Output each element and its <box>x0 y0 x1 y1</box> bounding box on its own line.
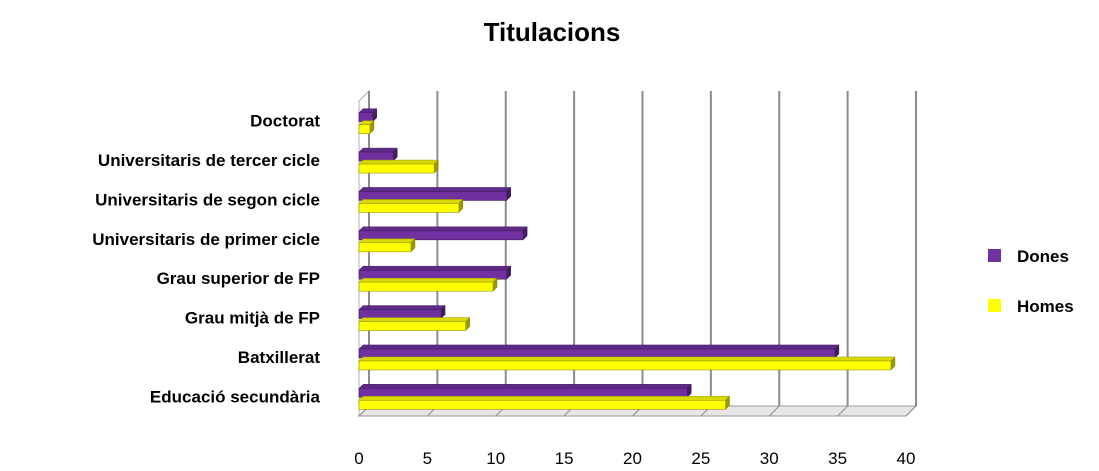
bar-front <box>358 388 688 398</box>
bar <box>358 120 375 135</box>
plot-area: 0 5 10 15 20 25 30 35 40 Doctorat Universitaris de… <box>92 89 918 468</box>
bar-top <box>358 159 439 165</box>
legend-swatch <box>988 249 1001 262</box>
bar-top <box>358 396 731 401</box>
bar-front <box>358 281 494 292</box>
bar <box>358 238 416 253</box>
bar-front <box>358 269 507 280</box>
bar <box>358 277 498 292</box>
category-label: Universitaris de primer cicle <box>92 230 320 249</box>
bar-top <box>358 265 512 271</box>
legend-label: Dones <box>1017 247 1069 266</box>
category-label: Universitaris de tercer cicle <box>98 151 320 170</box>
bar <box>358 226 528 241</box>
bar <box>358 265 512 280</box>
legend-label: Homes <box>1017 297 1074 316</box>
legend: Dones Homes <box>988 247 1074 316</box>
bar-front <box>358 112 373 122</box>
x-tick-label: 20 <box>623 449 642 468</box>
bar-top <box>358 199 464 204</box>
bar <box>358 198 464 214</box>
bar <box>358 186 512 202</box>
x-tick-label: 30 <box>760 449 779 468</box>
bar-top <box>358 305 446 310</box>
bar-front <box>358 124 371 134</box>
gridline-floor <box>768 405 780 417</box>
gridline-floor <box>905 405 917 417</box>
bar <box>358 383 692 398</box>
bar-top <box>358 384 692 389</box>
bar-top <box>358 277 498 283</box>
bar-front <box>358 242 412 253</box>
x-tick-label: 25 <box>691 449 710 468</box>
bar-top <box>358 317 471 322</box>
category-label: Grau mitjà de FP <box>185 309 320 328</box>
x-tick-label: 15 <box>555 449 574 468</box>
x-tick-label: 0 <box>354 449 363 468</box>
bar-top <box>358 238 416 244</box>
x-tick-label: 5 <box>423 449 432 468</box>
chart-title: Titulacions <box>484 17 621 47</box>
category-label: Grau superior de FP <box>157 269 320 288</box>
bar-top <box>358 187 512 192</box>
bar-top <box>358 226 528 232</box>
bar-front <box>358 360 892 371</box>
gridline-floor <box>837 405 848 417</box>
bar-front <box>358 348 836 359</box>
bar-front <box>358 309 442 319</box>
x-tick-label: 35 <box>828 449 847 468</box>
bar <box>358 147 398 162</box>
bar <box>358 304 446 320</box>
bar <box>358 395 731 410</box>
x-tick-label: 40 <box>897 449 916 468</box>
bar <box>358 159 439 174</box>
bar <box>358 344 840 359</box>
bar-front <box>358 203 460 213</box>
category-label: Universitaris de segon cicle <box>95 190 320 209</box>
category-label: Educació secundària <box>150 387 321 406</box>
bar-top <box>358 344 840 350</box>
bar <box>358 108 378 123</box>
bar-top <box>358 147 398 153</box>
x-tick-label: 10 <box>486 449 505 468</box>
category-label: Batxillerat <box>238 348 321 367</box>
bar-front <box>358 191 507 201</box>
bar-front <box>358 400 726 410</box>
legend-swatch <box>988 299 1001 312</box>
category-label: Doctorat <box>250 112 320 131</box>
bar <box>358 356 896 371</box>
bar-top <box>358 356 896 362</box>
bar-front <box>358 321 466 331</box>
bar <box>358 316 471 332</box>
bar-front <box>358 230 524 241</box>
bar-front <box>358 163 435 174</box>
bar-front <box>358 151 394 162</box>
